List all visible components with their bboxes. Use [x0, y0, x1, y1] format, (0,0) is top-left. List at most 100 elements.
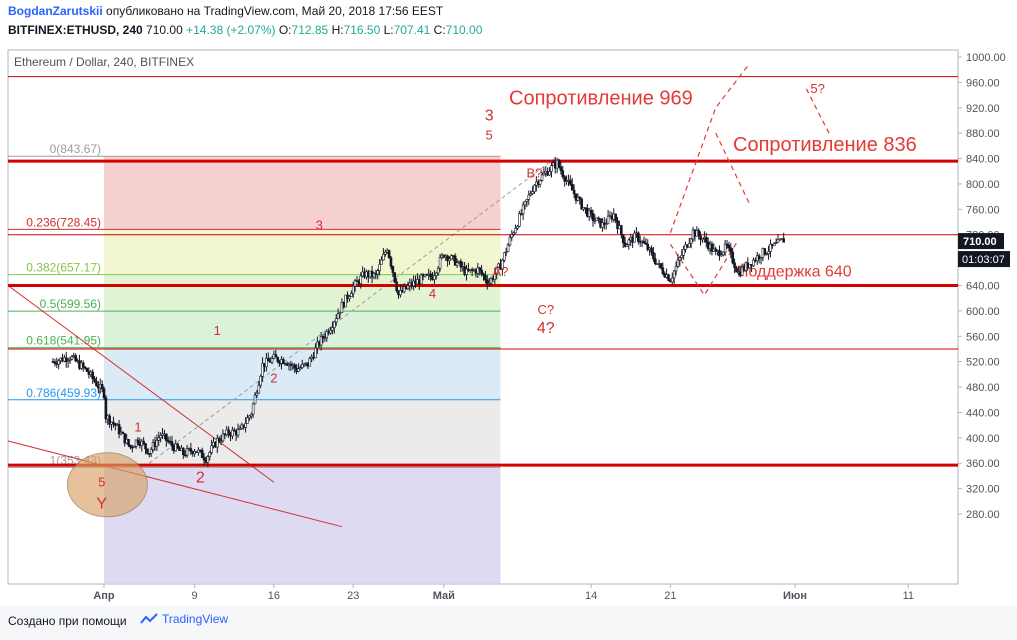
wave-label: 4: [429, 286, 436, 301]
candle-body: [157, 437, 161, 441]
candle-body: [74, 355, 77, 362]
wave-label: 2: [196, 469, 205, 486]
candle-body: [701, 238, 704, 241]
candle-body: [350, 293, 353, 297]
candle-body: [459, 261, 463, 268]
candle-body: [616, 220, 619, 229]
candle-body: [389, 257, 393, 267]
candle-body: [406, 285, 410, 290]
price-tick-label: 360.00: [966, 458, 1000, 470]
close-value: 710.00: [445, 23, 483, 37]
candle-body: [676, 259, 680, 267]
author-link[interactable]: BogdanZarutskii: [8, 4, 103, 18]
candle-body: [482, 273, 485, 276]
candle-body: [353, 280, 357, 287]
candle-body: [117, 424, 121, 435]
candle-body: [529, 193, 532, 196]
candle-body: [231, 429, 234, 437]
low-label: L:: [383, 23, 394, 37]
wave-label: 3: [485, 107, 494, 124]
candle-body: [100, 384, 104, 390]
candle-body: [572, 189, 576, 195]
candle-body: [644, 242, 648, 245]
candle-body: [221, 433, 225, 442]
candle-body: [83, 366, 87, 369]
candle-body: [429, 273, 432, 278]
candle-body: [325, 330, 329, 338]
candle-body: [68, 359, 72, 361]
candle-body: [244, 423, 247, 428]
candle-body: [735, 267, 738, 273]
price-tick-label: 880.00: [966, 128, 1000, 140]
fib-zone: [104, 229, 501, 275]
candle-body: [646, 243, 650, 251]
time-tick-label: 14: [585, 590, 597, 602]
candle-body: [642, 240, 646, 244]
candle-body: [723, 243, 727, 253]
fib-level-label: 0.786(459.93): [26, 386, 101, 400]
candle-body: [274, 354, 278, 358]
candle-body: [282, 359, 285, 365]
candle-body: [314, 347, 317, 359]
candle-body: [489, 278, 493, 284]
candle-body: [659, 263, 663, 269]
candle-body: [678, 257, 682, 261]
published-text: опубликовано на TradingView.com, Май 20,…: [106, 4, 444, 18]
candle-body: [217, 438, 221, 442]
price-change: +14.38 (+2.07%): [186, 23, 276, 37]
price-chart[interactable]: 0(843.67) 0.236(728.45) 0.382(657.17) 0.5(5…: [0, 42, 1017, 606]
candle-body: [772, 243, 776, 246]
tradingview-logo[interactable]: TradingView: [140, 612, 228, 626]
candle-body: [501, 260, 504, 270]
open-label: O:: [278, 23, 292, 37]
candle-body: [504, 251, 508, 254]
candle-body: [485, 279, 489, 285]
candle-body: [259, 376, 263, 386]
time-tick-label: Июн: [783, 590, 807, 602]
candle-body: [251, 403, 255, 415]
projection-path: [669, 239, 739, 297]
candle-body: [699, 235, 702, 241]
candle-body: [748, 263, 751, 269]
candle-body: [215, 438, 219, 448]
candle-body: [561, 170, 565, 177]
candle-body: [334, 318, 338, 323]
candle-body: [331, 327, 334, 331]
close-label: C:: [433, 23, 446, 37]
candle-body: [718, 250, 721, 257]
candle-body: [270, 358, 274, 363]
fib-level-label: 0(843.67): [50, 142, 101, 156]
candle-body: [299, 367, 302, 370]
candle-body: [672, 270, 676, 279]
candle-body: [687, 243, 691, 248]
trend-line-upper: [7, 285, 275, 483]
wave-label: 1: [134, 419, 141, 434]
candle-body: [302, 363, 306, 366]
open-value: 712.85: [291, 23, 329, 37]
candle-body: [670, 277, 674, 283]
price-tick-label: 520.00: [966, 357, 1000, 369]
fib-zone: [104, 311, 501, 348]
candle-body: [340, 302, 344, 313]
fib-zone: [104, 156, 501, 230]
candle-body: [523, 201, 527, 206]
last-price-tag-label: 710.00: [963, 236, 997, 248]
candle-body: [765, 253, 768, 256]
candle-body: [91, 371, 94, 379]
last-price: 710.00: [146, 23, 183, 37]
candle-body: [246, 417, 249, 424]
candle-body: [297, 368, 300, 372]
wave-label: 4?: [537, 320, 555, 337]
candle-body: [108, 415, 111, 425]
publish-line: BogdanZarutskii опубликовано на TradingV…: [8, 4, 443, 18]
candle-body: [578, 197, 582, 200]
wave-label: 2: [270, 371, 277, 386]
fib-zone-extension: [104, 467, 501, 584]
candle-body: [189, 448, 193, 452]
support-640-label: Поддержка 640: [737, 264, 852, 281]
candle-body: [376, 270, 380, 275]
candle-body: [593, 220, 597, 222]
candle-body: [519, 213, 523, 216]
fib-trend-dashed: [149, 156, 558, 464]
fib-level-label: 0.5(599.56): [40, 297, 101, 311]
